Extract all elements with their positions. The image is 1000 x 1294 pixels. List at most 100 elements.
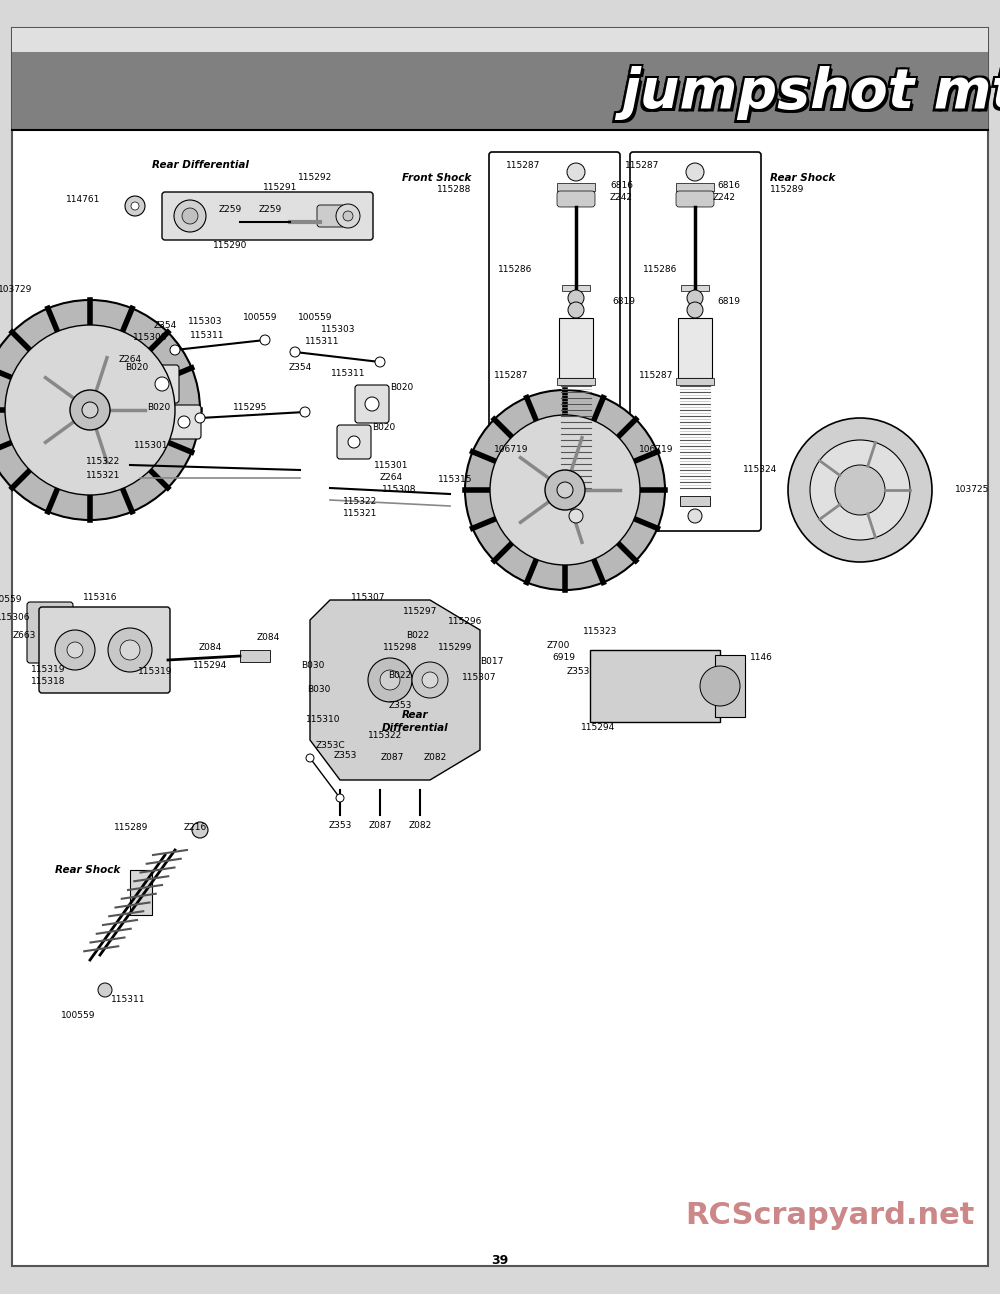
Circle shape bbox=[567, 163, 585, 181]
Text: 115291: 115291 bbox=[263, 184, 297, 193]
Circle shape bbox=[687, 290, 703, 305]
Text: Rear Shock: Rear Shock bbox=[55, 864, 121, 875]
Bar bbox=[562, 285, 590, 291]
FancyBboxPatch shape bbox=[167, 405, 201, 439]
Circle shape bbox=[195, 413, 205, 423]
Text: 115287: 115287 bbox=[506, 160, 540, 170]
Circle shape bbox=[182, 208, 198, 224]
Text: B030: B030 bbox=[302, 660, 325, 669]
Text: 115319: 115319 bbox=[138, 668, 172, 677]
Text: 115289: 115289 bbox=[770, 185, 804, 194]
Text: 100559: 100559 bbox=[298, 313, 332, 322]
Text: Z242: Z242 bbox=[713, 194, 736, 202]
Text: 115311: 115311 bbox=[331, 370, 365, 379]
Circle shape bbox=[568, 302, 584, 318]
Text: 115292: 115292 bbox=[298, 173, 332, 182]
Circle shape bbox=[568, 290, 584, 305]
Polygon shape bbox=[310, 600, 480, 780]
Circle shape bbox=[343, 211, 353, 221]
FancyBboxPatch shape bbox=[39, 607, 170, 694]
Text: 115296: 115296 bbox=[448, 617, 482, 626]
FancyBboxPatch shape bbox=[676, 192, 714, 207]
FancyBboxPatch shape bbox=[489, 151, 620, 531]
Text: B020: B020 bbox=[390, 383, 413, 392]
Circle shape bbox=[687, 302, 703, 318]
Text: 115294: 115294 bbox=[581, 723, 615, 732]
Circle shape bbox=[178, 415, 190, 428]
Text: 115287: 115287 bbox=[494, 370, 528, 379]
Text: 6819: 6819 bbox=[612, 298, 635, 307]
Circle shape bbox=[120, 641, 140, 660]
Text: Differential: Differential bbox=[382, 723, 448, 732]
Circle shape bbox=[108, 628, 152, 672]
Circle shape bbox=[835, 465, 885, 515]
Circle shape bbox=[810, 440, 910, 540]
Text: Z264: Z264 bbox=[380, 474, 403, 483]
Text: Z084: Z084 bbox=[256, 634, 280, 643]
Circle shape bbox=[380, 670, 400, 690]
Text: Z353: Z353 bbox=[567, 668, 590, 677]
Text: B020: B020 bbox=[147, 404, 170, 413]
Text: 115298: 115298 bbox=[383, 643, 417, 652]
Text: B020: B020 bbox=[372, 423, 395, 432]
Text: Z084: Z084 bbox=[198, 643, 222, 652]
Text: 6816: 6816 bbox=[717, 180, 740, 189]
Text: 115306: 115306 bbox=[0, 612, 30, 621]
Circle shape bbox=[569, 509, 583, 523]
Text: 103729: 103729 bbox=[0, 286, 32, 295]
Circle shape bbox=[170, 345, 180, 355]
Text: Z082: Z082 bbox=[423, 753, 447, 762]
Circle shape bbox=[336, 204, 360, 228]
Circle shape bbox=[686, 163, 704, 181]
Text: 115315: 115315 bbox=[438, 475, 472, 484]
Text: Z242: Z242 bbox=[610, 194, 633, 202]
Bar bbox=[12, 52, 988, 129]
Text: 115323: 115323 bbox=[583, 628, 617, 637]
Text: 115303: 115303 bbox=[321, 326, 355, 335]
Bar bbox=[715, 655, 745, 717]
Text: Z259: Z259 bbox=[258, 206, 282, 215]
Text: 115286: 115286 bbox=[643, 265, 677, 274]
FancyBboxPatch shape bbox=[145, 365, 179, 402]
Text: Rear Differential: Rear Differential bbox=[152, 160, 248, 170]
Text: Z663: Z663 bbox=[13, 630, 36, 639]
FancyBboxPatch shape bbox=[557, 192, 595, 207]
FancyBboxPatch shape bbox=[355, 386, 389, 423]
Text: 115294: 115294 bbox=[193, 660, 227, 669]
Text: jumpshot mt: jumpshot mt bbox=[624, 69, 1000, 123]
Text: Rear Shock: Rear Shock bbox=[770, 173, 835, 182]
Text: 115322: 115322 bbox=[86, 458, 120, 467]
Text: 115321: 115321 bbox=[86, 471, 120, 480]
Bar bbox=[681, 285, 709, 291]
Text: B022: B022 bbox=[406, 630, 430, 639]
Text: 115287: 115287 bbox=[639, 370, 673, 379]
Text: Z354: Z354 bbox=[288, 364, 312, 373]
Circle shape bbox=[260, 335, 270, 345]
Circle shape bbox=[700, 666, 740, 707]
Circle shape bbox=[155, 377, 169, 391]
Text: 100559: 100559 bbox=[243, 313, 277, 322]
Circle shape bbox=[174, 201, 206, 232]
Text: jumpshot mt: jumpshot mt bbox=[624, 63, 1000, 118]
Circle shape bbox=[365, 397, 379, 411]
Text: jumpshot mt: jumpshot mt bbox=[618, 69, 1000, 123]
Circle shape bbox=[490, 415, 640, 565]
Circle shape bbox=[545, 470, 585, 510]
Circle shape bbox=[67, 642, 83, 659]
FancyBboxPatch shape bbox=[317, 204, 345, 226]
Circle shape bbox=[290, 347, 300, 357]
Text: Z700: Z700 bbox=[547, 641, 570, 650]
Circle shape bbox=[131, 202, 139, 210]
Text: 100559: 100559 bbox=[0, 595, 22, 604]
Circle shape bbox=[125, 195, 145, 216]
Text: 100559: 100559 bbox=[61, 1011, 95, 1020]
Circle shape bbox=[336, 795, 344, 802]
Text: jumpshot mt: jumpshot mt bbox=[622, 66, 1000, 120]
Text: 115301: 115301 bbox=[374, 461, 409, 470]
Circle shape bbox=[98, 983, 112, 996]
Text: 115316: 115316 bbox=[83, 594, 117, 603]
Text: 115287: 115287 bbox=[625, 160, 659, 170]
Circle shape bbox=[0, 300, 200, 520]
Text: B030: B030 bbox=[307, 686, 330, 695]
Circle shape bbox=[55, 630, 95, 670]
